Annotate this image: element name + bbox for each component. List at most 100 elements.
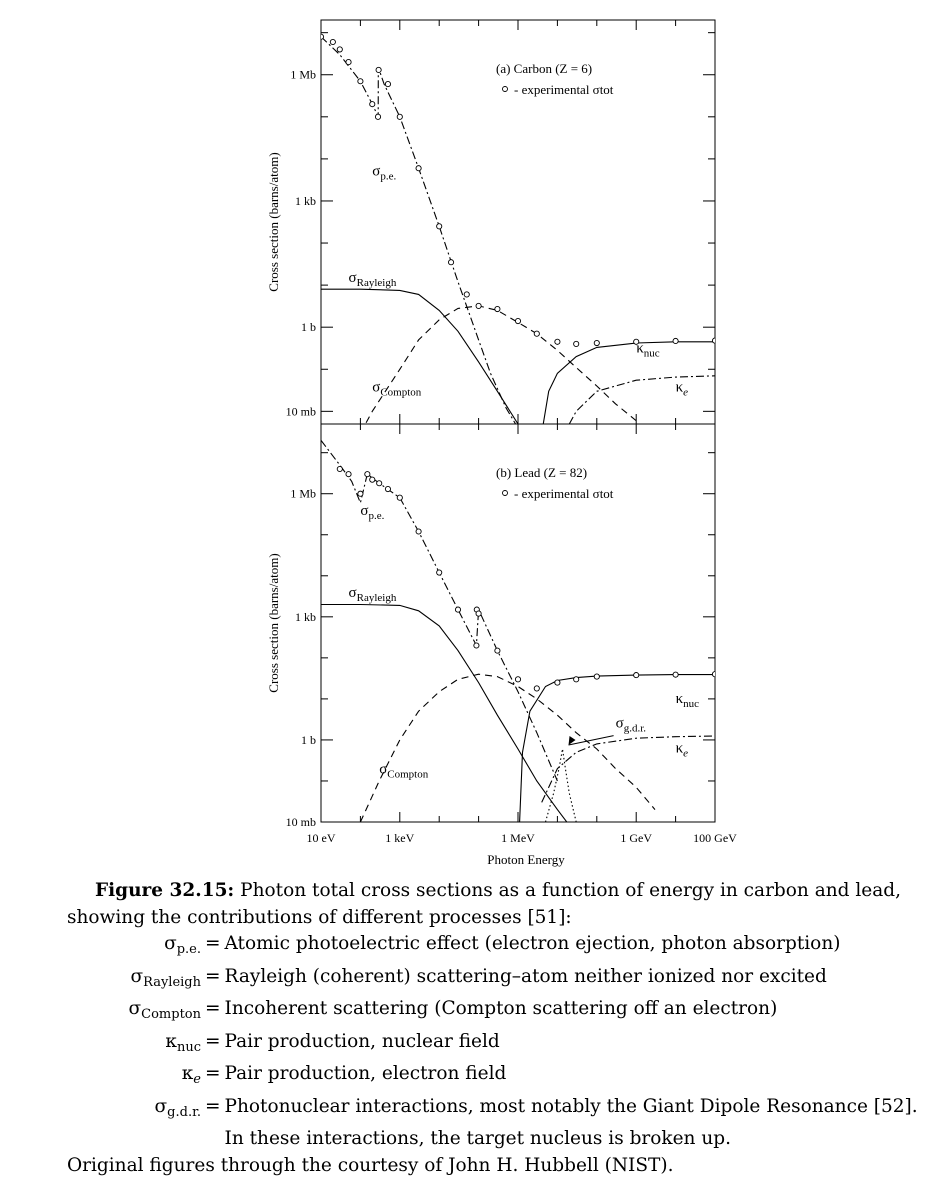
data-point-experimental	[593, 673, 600, 680]
data-point-experimental	[369, 101, 376, 108]
annotation-symbol: κ	[676, 740, 684, 756]
legend-marker	[502, 86, 508, 92]
curve-annotation: σCompton	[372, 379, 422, 398]
caption-intro-text: Photon total cross sections as a functio…	[67, 880, 901, 928]
curve-annotation: κe	[676, 379, 689, 398]
symbol-sub: p.e.	[176, 942, 201, 957]
definition-text: In these interactions, the target nucleu…	[224, 1128, 731, 1149]
panel-lead: 10 mb 1 b 1 kb 1 Mb 10 eV 1 keV 1 MeV 1 GeV 100 …	[266, 423, 737, 867]
series-line-rayleigh	[321, 288, 519, 424]
data-point-experimental	[672, 337, 679, 345]
data-point-experimental	[384, 81, 391, 88]
data-point-experimental	[554, 679, 561, 686]
y-tick-label: 1 b	[301, 320, 316, 334]
definition-text: Photonuclear interactions, most notably …	[224, 1095, 918, 1117]
panel-label: (b) Lead (Z = 82)	[496, 465, 587, 480]
data-point-experimental	[475, 610, 482, 617]
annotation-subscript: Compton	[380, 386, 421, 398]
curve-annotation: σRayleigh	[349, 270, 397, 289]
figure-caption: Figure 32.15: Photon total cross section…	[67, 878, 947, 1179]
data-point-experimental	[364, 471, 371, 478]
annotation-symbol: σ	[379, 762, 387, 778]
curve-annotation: σCompton	[379, 762, 429, 781]
data-point-experimental	[711, 337, 715, 344]
y-tick-label: 1 kb	[295, 610, 316, 624]
data-point-experimental	[672, 671, 679, 678]
symbol-main: σ	[130, 965, 144, 987]
data-point-experimental	[436, 569, 443, 576]
data-point-experimental	[711, 671, 715, 678]
definition-row: In these interactions, the target nucleu…	[67, 1126, 918, 1153]
data-point-experimental	[475, 302, 482, 309]
curve-annotation: σp.e.	[372, 164, 396, 183]
data-point-experimental	[454, 606, 462, 613]
data-point-experimental	[374, 113, 382, 120]
annotation-symbol: κ	[676, 379, 684, 395]
symbol-sub: g.d.r.	[167, 1104, 201, 1120]
data-point-experimental	[533, 330, 540, 337]
data-point-experimental	[554, 338, 561, 345]
definition-symbol: κe	[67, 1061, 205, 1094]
definition-row: κe = Pair production, electron field	[67, 1061, 918, 1094]
caption-credit: Original figures through the courtesy of…	[67, 1154, 674, 1176]
y-tick-label: 10 mb	[286, 404, 316, 418]
definition-symbol: σg.d.r.	[67, 1094, 205, 1127]
y-tick-label: 1 kb	[295, 194, 316, 208]
symbol-main: σ	[154, 1095, 168, 1117]
cross-section-figure: 10 mb 1 b 1 kb 1 Mb Cross section (barns/ato…	[266, 19, 737, 867]
legend-text: - experimental σtot	[514, 82, 614, 97]
data-point-experimental	[436, 223, 443, 230]
definition-symbol: σp.e.	[67, 931, 205, 964]
definition-equals: =	[205, 1063, 221, 1084]
symbol-main: κ	[181, 1063, 194, 1084]
panel-carbon: 10 mb 1 b 1 kb 1 Mb Cross section (barns/ato…	[266, 19, 716, 425]
annotation-subscript: e	[683, 386, 688, 398]
annotation-subscript: Rayleigh	[357, 592, 397, 604]
symbol-sub: e	[193, 1072, 201, 1087]
y-tick-label: 1 Mb	[290, 487, 316, 501]
annotation-symbol: σ	[616, 716, 624, 732]
annotation-subscript: nuc	[683, 698, 699, 710]
plot-area	[321, 33, 715, 424]
data-point-experimental	[593, 339, 600, 347]
plot-area	[321, 439, 715, 822]
definition-row: σCompton = Incoherent scattering (Compton …	[67, 996, 918, 1029]
definition-row: σRayleigh = Rayleigh (coherent) scattering…	[67, 964, 918, 997]
definition-symbol: κnuc	[67, 1029, 205, 1062]
data-point-experimental	[415, 528, 422, 535]
curve-annotation: κnuc	[676, 691, 700, 710]
symbol-sub: Compton	[141, 1007, 201, 1022]
y-tick-label: 1 Mb	[290, 68, 316, 82]
x-tick-label: 100 GeV	[693, 831, 737, 845]
y-axis-label: Cross section (barns/atom)	[266, 152, 281, 291]
data-point-experimental	[415, 165, 422, 172]
definition-equals	[205, 1126, 221, 1153]
series-line-rayleigh	[321, 603, 568, 822]
panel-label: (a) Carbon (Z = 6)	[496, 61, 592, 76]
series-line-nuc	[542, 341, 715, 424]
data-point-experimental	[494, 647, 501, 654]
definition-equals: =	[205, 1095, 221, 1117]
definition-symbol: σRayleigh	[67, 964, 205, 997]
series-line-compton	[359, 673, 656, 822]
data-point-experimental	[633, 672, 640, 679]
y-axis-label: Cross section (barns/atom)	[266, 553, 281, 692]
x-tick-label: 1 keV	[385, 831, 414, 845]
data-point-experimental	[396, 494, 403, 501]
data-point-experimental	[633, 338, 640, 345]
data-point-experimental	[357, 490, 364, 497]
definition-text: Atomic photoelectric effect (electron ej…	[224, 933, 841, 954]
definition-text: Pair production, electron field	[224, 1063, 507, 1084]
series-line-e	[541, 735, 715, 803]
definition-equals: =	[205, 965, 221, 987]
data-point-experimental	[329, 38, 336, 46]
data-point-experimental	[357, 78, 364, 85]
data-point-experimental	[369, 476, 376, 483]
y-tick-label: 1 b	[301, 733, 316, 747]
y-tick-label: 10 mb	[286, 815, 316, 829]
definition-equals: =	[205, 998, 221, 1019]
annotation-symbol: σ	[349, 585, 357, 601]
annotation-subscript: Rayleigh	[357, 277, 397, 289]
x-tick-label: 10 eV	[307, 831, 336, 845]
series-line-gdr	[544, 748, 577, 822]
